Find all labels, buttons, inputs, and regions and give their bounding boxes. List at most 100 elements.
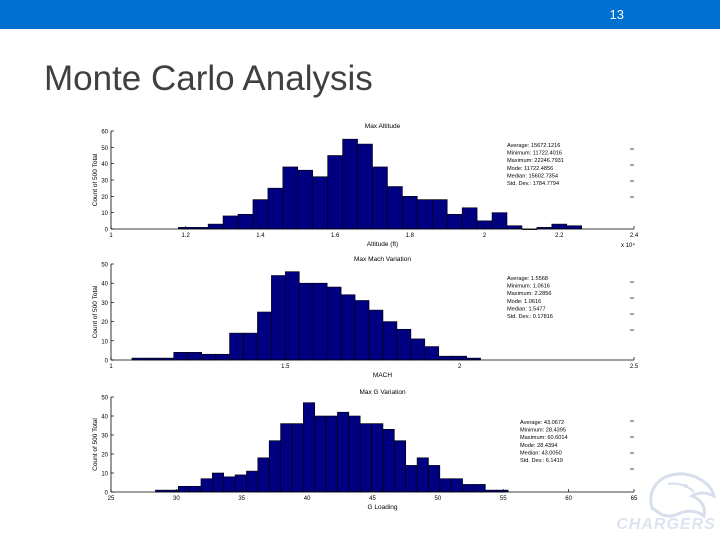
- histogram-bar: [348, 415, 361, 493]
- histogram-bar: [382, 321, 398, 361]
- x-tick-label: 55: [500, 496, 507, 502]
- histogram-bar: [473, 484, 486, 493]
- x-tick-label: 1.5: [281, 364, 290, 370]
- histogram-bar: [177, 485, 190, 493]
- stats-line: Median: 1.5477: [507, 306, 546, 312]
- histogram-bar: [257, 457, 270, 493]
- histogram-bar: [424, 346, 440, 361]
- histogram-bar: [268, 440, 281, 493]
- stats-line: Mode: 1.0616: [507, 299, 541, 305]
- y-axis-label: Count of 500 Total: [92, 285, 99, 338]
- y-tick-label: 40: [101, 415, 108, 421]
- y-tick-label: 30: [101, 301, 108, 307]
- y-tick-label: 50: [101, 396, 108, 402]
- histogram-bar: [314, 415, 327, 493]
- histogram-bar: [312, 176, 328, 230]
- stats-line: Maximum: 22246.7931: [507, 158, 564, 164]
- histogram-bar: [405, 465, 418, 493]
- histogram-bar: [416, 457, 429, 493]
- x-tick-label: 1.4: [256, 233, 265, 239]
- chart-title: Max Altitude: [365, 123, 401, 130]
- histogram-panel-3: 0 10 20 30 40 50 25 30 35 40 45 50 55 60 65 Max G Varia…: [92, 389, 638, 511]
- stats-line: Minimum: 11722.4016: [507, 151, 562, 157]
- histogram-bar: [282, 166, 299, 230]
- page-number: 13: [609, 7, 624, 22]
- stats-line: Average: 15672.1216: [507, 143, 560, 149]
- histogram-bar: [396, 328, 412, 361]
- histogram-bar: [450, 478, 463, 493]
- x-tick-label: 25: [108, 496, 115, 502]
- y-tick-label: 60: [101, 130, 108, 136]
- histogram-bar: [372, 166, 388, 230]
- histogram-bar: [234, 474, 247, 493]
- stats-line: Median: 43.0050: [520, 450, 562, 456]
- histogram-bar: [506, 225, 523, 230]
- histogram-bar: [237, 214, 254, 230]
- y-axis-label: Count of 500 Total: [92, 153, 99, 206]
- histogram-bar: [280, 423, 293, 493]
- histogram-bar: [462, 484, 475, 493]
- y-tick-label: 50: [101, 146, 108, 152]
- histogram-bar: [243, 332, 258, 361]
- histogram-bar: [354, 300, 370, 361]
- histogram-bar: [291, 423, 304, 493]
- x-axis-label: G Loading: [368, 504, 398, 511]
- y-tick-label: 30: [101, 434, 108, 440]
- histogram-bar: [428, 465, 441, 493]
- y-tick-label: 50: [101, 263, 108, 269]
- x-tick-label: 35: [238, 496, 245, 502]
- histogram-bar: [438, 355, 453, 361]
- histogram-bar: [326, 286, 342, 361]
- histogram-bar: [189, 485, 202, 493]
- histogram-bar: [229, 332, 244, 361]
- y-tick-label: 10: [101, 472, 108, 478]
- x-tick-label: 1: [109, 364, 113, 370]
- histogram-bar: [368, 309, 384, 361]
- histogram-bar: [402, 196, 418, 230]
- x-tick-label: 30: [173, 496, 180, 502]
- x-tick-label: 65: [631, 496, 638, 502]
- x-tick-label: 1.6: [331, 233, 340, 239]
- x-tick-label: 2: [458, 364, 462, 370]
- stats-line: Std. Dev.: 0.17816: [507, 314, 553, 320]
- histogram-bar: [491, 212, 508, 230]
- histogram-bar: [340, 294, 356, 361]
- histogram-bar: [431, 199, 448, 230]
- stats-line: Mode: 28.4394: [520, 443, 557, 449]
- histogram-bar: [357, 143, 373, 230]
- y-tick-label: 40: [101, 282, 108, 288]
- histogram-bar: [200, 478, 213, 493]
- y-tick-label: 20: [101, 453, 108, 459]
- histogram-bar: [327, 155, 343, 230]
- stats-line: Std. Dev.: 1784.7794: [507, 181, 559, 187]
- histogram-bar: [439, 478, 452, 493]
- histogram-bar: [394, 440, 407, 493]
- histogram-bar: [223, 476, 236, 493]
- stats-line: Average: 1.5568: [507, 276, 548, 282]
- x-tick-label: 2: [483, 233, 487, 239]
- histogram-bar: [566, 225, 583, 230]
- y-tick-label: 0: [105, 228, 109, 234]
- histogram-bar: [257, 311, 272, 361]
- y-tick-label: 10: [101, 211, 108, 217]
- y-tick-label: 40: [101, 162, 108, 168]
- histogram-panel-2: 0 10 20 30 40 50 1 1.5 2 2.5 Max Mach Variation MAC…: [92, 256, 639, 379]
- histogram-bar: [297, 169, 314, 230]
- histogram-bar: [187, 352, 202, 361]
- stats-line: Std. Dev.: 6.1419: [520, 458, 563, 464]
- histogram-bar: [325, 415, 338, 493]
- y-axis-label: Count of 500 Total: [92, 418, 99, 471]
- histogram-bar: [222, 215, 239, 230]
- histogram-bar: [371, 423, 384, 493]
- y-tick-label: 0: [105, 359, 109, 365]
- y-tick-label: 20: [101, 195, 108, 201]
- histogram-bar: [359, 423, 372, 493]
- x-tick-label: 2.5: [630, 364, 639, 370]
- x-tick-label: 50: [435, 496, 442, 502]
- x-tick-label: 2.2: [555, 233, 564, 239]
- histogram-bar: [417, 199, 433, 230]
- x-tick-label: 1.2: [182, 233, 191, 239]
- slide-title: Monte Carlo Analysis: [44, 59, 373, 98]
- x-tick-label: 45: [369, 496, 376, 502]
